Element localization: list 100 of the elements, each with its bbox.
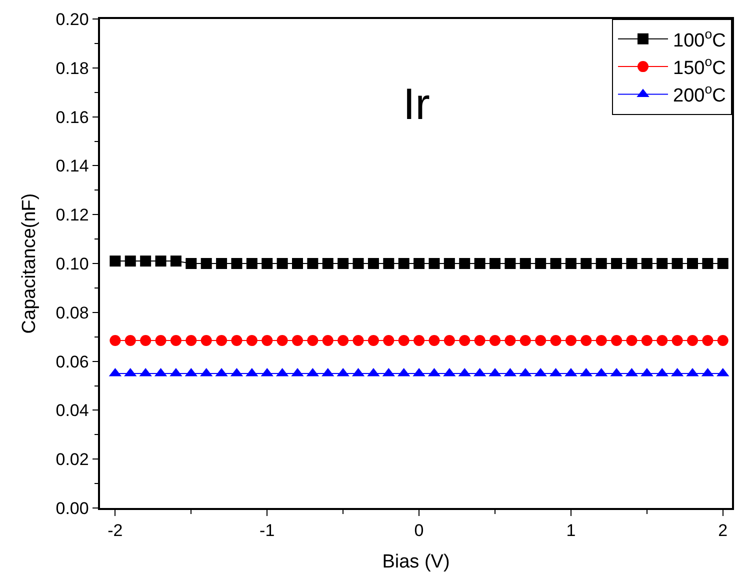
point [444,258,455,269]
y-tick-label: 0.20 [56,10,89,29]
point [611,258,622,269]
point [414,258,425,269]
point [140,335,152,346]
y-tick-label: 0.18 [56,58,89,78]
point [596,335,607,346]
point [641,258,652,269]
point [110,335,121,346]
y-axis-title: Capacitance(nF) [19,193,40,334]
point [490,335,500,346]
point [307,335,318,346]
point [672,335,683,346]
point [641,335,652,346]
point [398,335,410,346]
point [474,258,486,269]
point [702,335,714,346]
x-axis-title: Bias (V) [382,551,450,572]
point [368,258,379,269]
point [687,258,698,269]
point [262,258,273,269]
point [170,256,182,267]
point [580,258,592,269]
point [459,258,470,269]
y-tick-label: 0.00 [56,498,89,518]
point [383,258,394,269]
point [474,335,486,346]
point [565,258,576,269]
point [656,335,668,346]
point [520,258,531,269]
legend-label: 100$^{o}$C [673,26,726,52]
point [428,335,440,346]
point [444,335,455,346]
point [231,335,242,346]
x-tick-label: 1 [566,521,576,540]
point [352,335,364,346]
y-tick-label: 0.10 [56,254,89,274]
point [186,258,197,269]
point [550,335,562,346]
text: Ir [403,80,430,129]
point [672,258,683,269]
point [322,335,334,346]
point [338,258,349,269]
point [307,258,318,269]
point [611,335,622,346]
point [428,258,440,269]
point [550,258,562,269]
point [276,335,288,346]
point [687,335,698,346]
point [368,335,379,346]
legend-label: 200$^{o}$C [673,82,726,107]
point [656,258,668,269]
point [352,258,364,269]
point [504,258,516,269]
y-tick-label: 0.04 [56,401,89,420]
point [200,335,212,346]
x-tick-label: 0 [414,521,424,540]
point [246,258,258,269]
point [504,335,516,346]
point [383,335,394,346]
y-tick-label: 0.08 [56,303,89,322]
point [231,258,242,269]
point [216,258,228,269]
point [170,335,182,346]
point [535,258,546,269]
point [535,335,546,346]
point [626,335,638,346]
point [155,335,166,346]
point [717,335,728,346]
point [459,335,470,346]
point [322,258,334,269]
y-tick-label: 0.12 [56,206,89,225]
point [110,256,121,267]
point [414,335,425,346]
point [292,335,303,346]
x-tick-label: -1 [260,521,275,540]
point [565,335,576,346]
point [490,258,500,269]
point [124,335,136,346]
y-tick-label: 0.16 [56,108,89,127]
point [596,258,607,269]
point [200,258,212,269]
point [520,335,531,346]
point [338,335,349,346]
point [702,258,714,269]
y-tick-label: 0.14 [56,156,89,176]
point [626,258,638,269]
legend-label: 150$^{o}$C [673,54,726,79]
point [398,258,410,269]
point [276,258,288,269]
point [262,335,273,346]
point [216,335,228,346]
y-tick-label: 0.02 [56,450,89,470]
point [292,258,303,269]
y-tick-label: 0.06 [56,352,89,372]
point [155,256,166,267]
point [186,335,197,346]
x-tick-label: 2 [718,521,728,540]
point [717,258,728,269]
point [140,256,152,267]
